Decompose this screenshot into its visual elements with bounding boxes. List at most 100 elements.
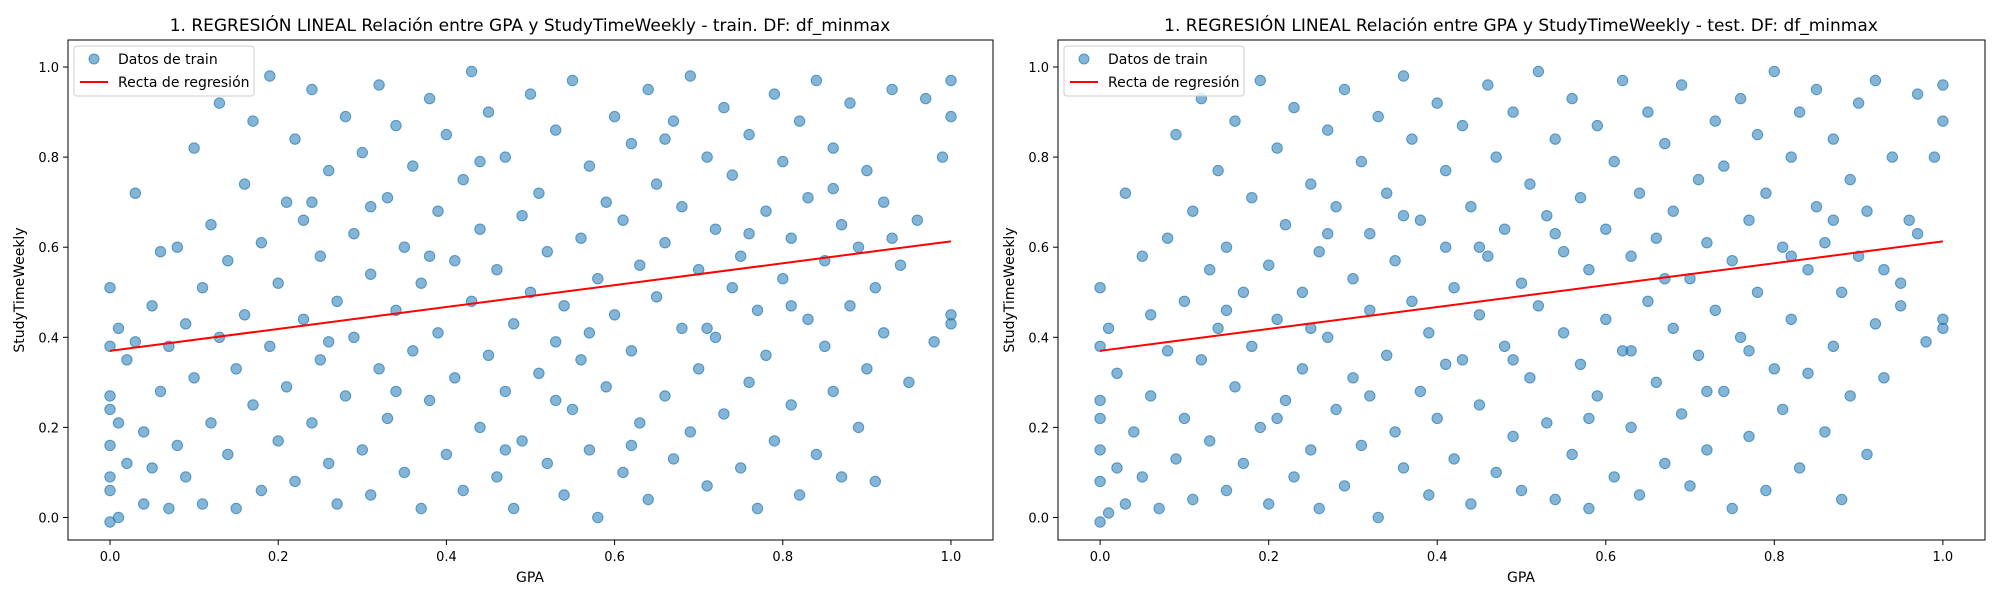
scatter-point [642, 83, 654, 96]
legend-label-scatter: Datos de train [1108, 52, 1208, 68]
scatter-point [1372, 110, 1384, 123]
scatter-point [1684, 480, 1696, 492]
scatter-point [1650, 376, 1663, 388]
scatter-point [356, 444, 368, 456]
scatter-point [751, 502, 764, 515]
scatter-point [785, 300, 797, 312]
scatter-point [1600, 313, 1612, 325]
scatter-point [608, 309, 621, 321]
scatter-point [1254, 421, 1267, 434]
scatter-point [1642, 295, 1654, 307]
scatter-point [272, 277, 284, 289]
y-axis-label: StudyTimeWeekly [1002, 227, 1018, 352]
scatter-point [188, 372, 200, 384]
y-tick-label: 0.6 [1028, 241, 1049, 256]
scatter-point [1119, 498, 1132, 510]
scatter-point [550, 394, 562, 407]
scatter-point [1760, 187, 1772, 199]
scatter-point [1541, 210, 1553, 222]
scatter-point [171, 241, 184, 253]
scatter-point [1836, 493, 1848, 506]
scatter-point [524, 88, 537, 100]
scatter-point [1709, 304, 1722, 316]
scatter-point [205, 219, 217, 231]
scatter-point [676, 322, 688, 334]
scatter-point [608, 110, 621, 123]
scatter-point [1743, 214, 1755, 226]
scatter-point [289, 475, 301, 488]
scatter-point [1136, 250, 1149, 262]
scatter-point [1810, 201, 1823, 213]
x-tick-label: 0.4 [1427, 550, 1448, 565]
scatter-point [1878, 372, 1890, 384]
scatter-point [1220, 241, 1233, 253]
scatter-point [684, 70, 696, 82]
scatter-point [844, 97, 856, 109]
scatter-point [230, 363, 242, 375]
scatter-point [230, 502, 242, 515]
scatter-point [1170, 128, 1182, 141]
scatter-point [482, 106, 495, 118]
scatter-point [1204, 435, 1216, 447]
scatter-point [886, 232, 898, 244]
scatter-point [827, 142, 839, 154]
scatter-point [306, 417, 318, 429]
scatter-point [642, 493, 654, 506]
scatter-point [1701, 237, 1713, 249]
x-tick-label: 0.6 [604, 550, 625, 565]
scatter-point [1903, 214, 1915, 226]
scatter-point [1886, 151, 1899, 163]
scatter-point [835, 471, 848, 483]
scatter-point [121, 457, 133, 470]
scatter-point [432, 327, 444, 339]
x-tick-label: 0.4 [436, 550, 457, 565]
scatter-point [709, 223, 722, 235]
scatter-point [1701, 385, 1713, 398]
scatter-point [1195, 354, 1208, 366]
scatter-point [1136, 471, 1149, 483]
scatter-point [659, 237, 671, 249]
scatter-point [1102, 322, 1115, 334]
scatter-point [1187, 205, 1199, 217]
scatter-point [903, 376, 915, 388]
scatter-point [592, 273, 604, 285]
scatter-point [650, 178, 663, 190]
scatter-point [1625, 345, 1637, 357]
scatter-point [1920, 336, 1932, 348]
regression-line [109, 240, 952, 352]
scatter-point [1406, 133, 1418, 145]
scatter-point [1347, 372, 1359, 384]
legend-label-line: Recta de regresión [118, 75, 250, 91]
scatter-point [104, 403, 116, 416]
x-tick-label: 0.6 [1595, 550, 1616, 565]
scatter-point [1734, 331, 1747, 343]
scatter-point [491, 264, 503, 276]
scatter-point [592, 511, 604, 524]
scatter-point [104, 390, 116, 402]
scatter-point [1490, 151, 1502, 163]
scatter-point [1911, 88, 1924, 100]
scatter-point [1271, 412, 1283, 425]
y-tick-label: 0.0 [38, 511, 59, 526]
y-tick-label: 0.6 [38, 241, 59, 256]
scatter-point [1768, 65, 1781, 78]
scatter-point [356, 146, 368, 159]
scatter-point [213, 97, 226, 109]
scatter-point [911, 214, 923, 226]
scatter-point [1785, 313, 1797, 325]
scatter-point [1625, 250, 1637, 262]
scatter-point [398, 241, 411, 253]
scatter-point [1128, 426, 1140, 438]
scatter-point [936, 151, 949, 163]
scatter-point [726, 169, 738, 181]
scatter-point [1667, 205, 1679, 217]
scatter-point [457, 173, 469, 186]
scatter-point [247, 115, 259, 127]
scatter-point [1532, 300, 1545, 312]
scatter-point [1659, 137, 1671, 150]
scatter-point [1145, 309, 1157, 321]
scatter-point [1524, 372, 1536, 384]
scatter-point [718, 101, 730, 114]
scatter-point [1296, 363, 1309, 375]
scatter-point [1305, 178, 1317, 190]
